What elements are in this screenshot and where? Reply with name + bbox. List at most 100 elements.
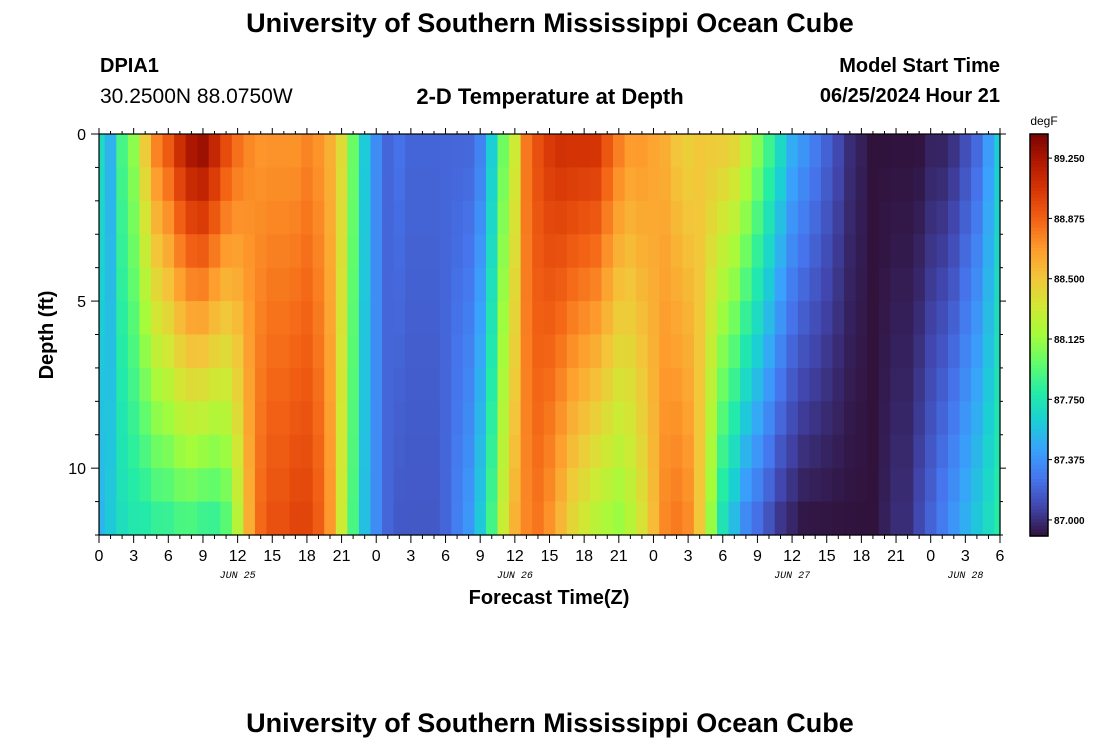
heatmap-cell — [855, 501, 868, 536]
heatmap-cell — [324, 234, 337, 269]
heatmap-cell — [347, 501, 360, 536]
heatmap-cell — [116, 234, 129, 269]
heatmap-cell — [751, 501, 764, 536]
colorbar-segment — [1030, 214, 1048, 219]
heatmap-cell — [728, 401, 741, 436]
heatmap-cell — [809, 267, 822, 302]
heatmap-cell — [312, 200, 325, 235]
heatmap-cell — [231, 334, 244, 369]
heatmap-cell — [104, 401, 117, 436]
heatmap-cell — [393, 167, 406, 202]
heatmap-cell — [855, 367, 868, 402]
colorbar-segment — [1030, 532, 1048, 537]
heatmap-cell — [774, 234, 787, 269]
heatmap-cell — [809, 167, 822, 202]
heatmap-cell — [231, 200, 244, 235]
heatmap-cell — [301, 334, 314, 369]
colorbar-segment — [1030, 147, 1048, 152]
heatmap-cell — [185, 234, 198, 269]
heatmap-cell — [185, 200, 198, 235]
heatmap-cell — [439, 501, 452, 536]
heatmap-cell — [497, 167, 510, 202]
heatmap-cell — [324, 167, 337, 202]
heatmap-cell — [382, 501, 395, 536]
heatmap-cell — [728, 434, 741, 469]
heatmap-cell — [948, 401, 961, 436]
colorbar-segment — [1030, 274, 1048, 279]
heatmap-cell — [786, 434, 799, 469]
colorbar-segment — [1030, 338, 1048, 343]
heatmap-cell — [162, 501, 175, 536]
heatmap-cell — [509, 134, 522, 169]
heatmap-cell — [693, 167, 707, 202]
colorbar-segment — [1030, 314, 1048, 319]
heatmap-cell — [878, 134, 891, 169]
heatmap-cells — [99, 134, 1001, 536]
heatmap-cell — [231, 401, 244, 436]
heatmap-cell — [127, 134, 141, 169]
heatmap-cell — [208, 401, 221, 436]
heatmap-cell — [844, 501, 857, 536]
heatmap-cell — [705, 468, 718, 503]
heatmap-cell — [924, 468, 938, 503]
heatmap-cell — [774, 167, 787, 202]
heatmap-cell — [509, 501, 522, 536]
heatmap-cell — [682, 134, 695, 169]
heatmap-cell — [197, 301, 210, 336]
heatmap-cell — [797, 468, 810, 503]
heatmap-cell — [139, 134, 152, 169]
heatmap-cell — [405, 468, 418, 503]
heatmap-cell — [416, 401, 429, 436]
heatmap-cell — [751, 401, 764, 436]
colorbar-segment — [1030, 445, 1048, 450]
heatmap-cell — [174, 301, 187, 336]
heatmap-cell — [763, 200, 776, 235]
plot-title: 2-D Temperature at Depth — [416, 84, 684, 109]
heatmap-cell — [659, 234, 672, 269]
heatmap-cell — [208, 334, 221, 369]
colorbar-segment — [1030, 402, 1048, 406]
colorbar-segment — [1030, 425, 1048, 430]
heatmap-cell — [901, 134, 914, 169]
heatmap-cell — [335, 134, 348, 169]
heatmap-cell — [347, 267, 360, 302]
heatmap-cell — [347, 167, 360, 202]
heatmap-cell — [174, 501, 187, 536]
colorbar-frame — [1029, 133, 1049, 537]
heatmap-cell — [948, 234, 961, 269]
heatmap-cell — [751, 167, 764, 202]
heatmap-cell — [740, 367, 753, 402]
heatmap-cell — [254, 267, 268, 302]
heatmap-cell — [139, 334, 152, 369]
heatmap-cell — [578, 401, 591, 436]
heatmap-cell — [844, 401, 857, 436]
colorbar-segment — [1030, 435, 1048, 440]
heatmap-cell — [647, 301, 660, 336]
colorbar-segment — [1030, 237, 1048, 242]
heatmap-cell — [197, 501, 210, 536]
heatmap-cell — [705, 301, 718, 336]
heatmap-cell — [786, 367, 799, 402]
heatmap-cell — [197, 334, 210, 369]
heatmap-cell — [439, 234, 452, 269]
heatmap-cell — [393, 367, 406, 402]
heatmap-cell — [636, 501, 649, 536]
heatmap-cell — [543, 501, 556, 536]
heatmap-cell — [959, 167, 972, 202]
heatmap-cell — [936, 200, 949, 235]
heatmap-cell — [208, 267, 221, 302]
colorbar-segment — [1030, 375, 1048, 380]
heatmap-cell — [370, 267, 383, 302]
colorbar-segment — [1030, 291, 1048, 296]
heatmap-cell — [462, 501, 476, 536]
heatmap-cell — [405, 167, 418, 202]
heatmap-cell — [162, 167, 175, 202]
heatmap-cell — [832, 267, 845, 302]
heatmap-cell — [520, 367, 533, 402]
heatmap-cell — [994, 434, 1001, 469]
heatmap-cell — [99, 367, 106, 402]
colorbar-segment — [1030, 261, 1048, 266]
x-tick-label: 18 — [575, 548, 593, 565]
heatmap-cell — [243, 301, 256, 336]
heatmap-cell — [289, 401, 302, 436]
